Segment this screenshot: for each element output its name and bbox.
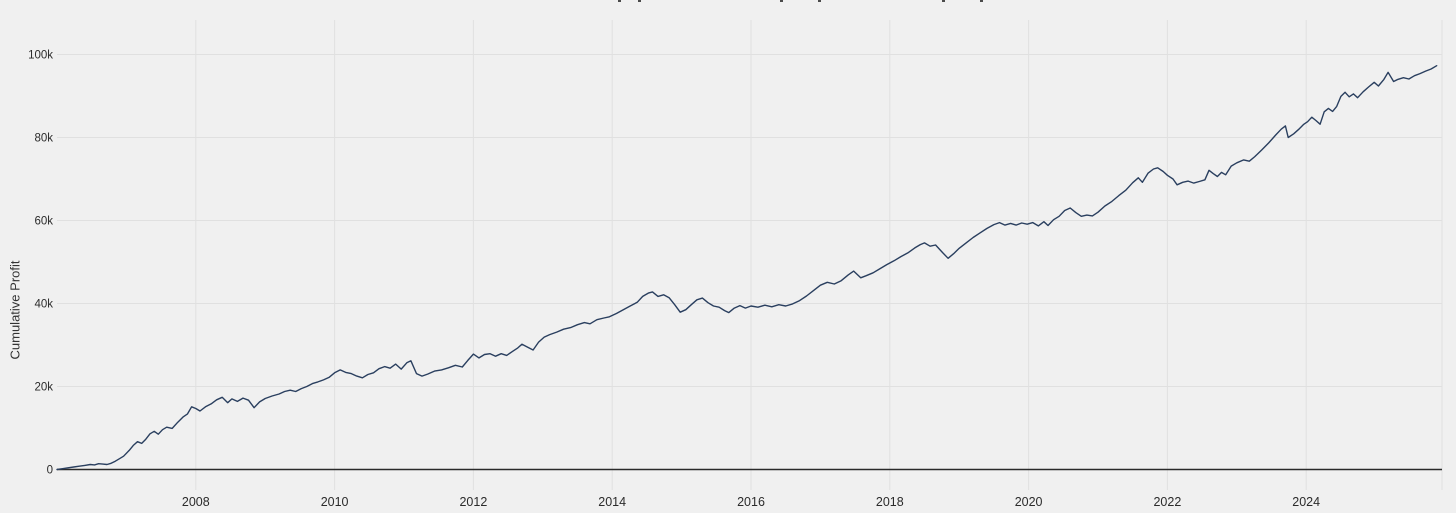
x-tick-label: 2016 — [737, 495, 765, 509]
x-tick-label: 2008 — [182, 495, 210, 509]
y-tick-label: 60k — [34, 216, 53, 228]
title-descender-fragment — [818, 0, 821, 2]
x-tick-label: 2012 — [459, 495, 487, 509]
y-tick-label: 20k — [34, 382, 53, 394]
x-tick-label: 2018 — [876, 495, 904, 509]
clipped-chart-title — [0, 0, 1456, 4]
title-descender-fragment — [618, 0, 621, 2]
title-descender-fragment — [980, 0, 983, 2]
y-tick-label: 40k — [34, 299, 53, 311]
y-tick-label: 0 — [47, 465, 53, 477]
title-descender-fragment — [942, 0, 945, 2]
title-descender-fragment — [780, 0, 783, 2]
x-tick-label: 2010 — [321, 495, 349, 509]
y-tick-label: 80k — [34, 133, 53, 145]
cumulative-profit-line — [56, 64, 1438, 471]
title-descender-fragment — [638, 0, 641, 2]
y-tick-label: 100k — [28, 50, 53, 62]
x-tick-label: 2022 — [1153, 495, 1181, 509]
x-tick-label: 2020 — [1015, 495, 1043, 509]
x-tick-label: 2024 — [1292, 495, 1320, 509]
x-tick-label: 2014 — [598, 495, 626, 509]
